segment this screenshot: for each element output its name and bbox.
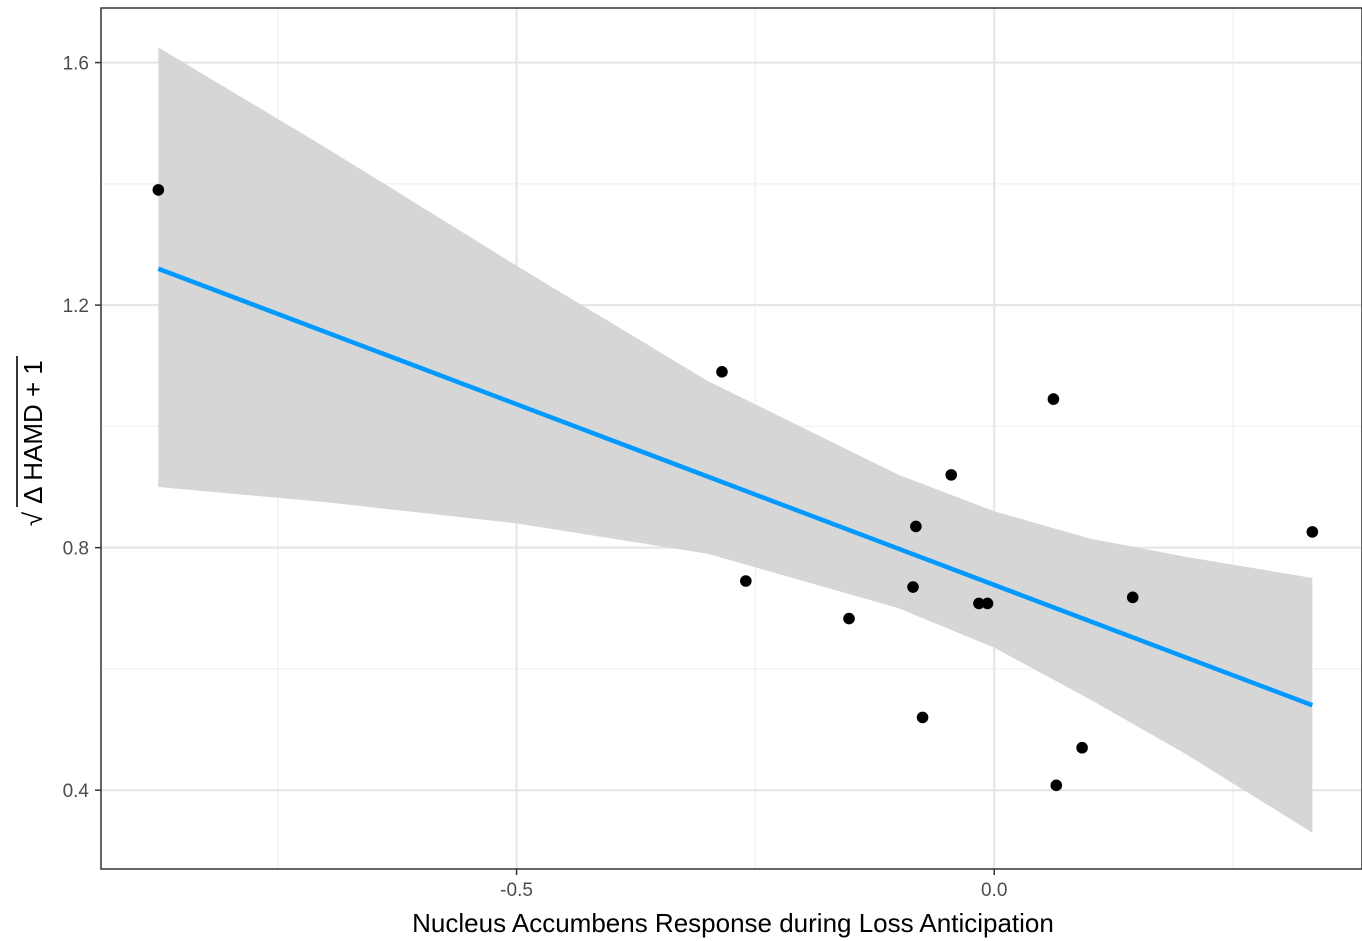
data-point <box>1047 393 1060 405</box>
panel-border <box>100 7 1362 870</box>
data-point <box>981 597 994 610</box>
tick-layer: -0.5 0.0 0.4 0.8 1.2 1.6 <box>63 54 1008 901</box>
data-point <box>1306 526 1319 538</box>
data-points-layer <box>152 184 1319 792</box>
regression-line <box>157 266 1314 708</box>
confidence-band-layer <box>158 47 1313 833</box>
data-point <box>1126 591 1139 604</box>
y-tick-label: 0.4 <box>63 781 90 802</box>
data-point <box>973 597 985 610</box>
y-axis-title-expression: Δ HAMD + 1 <box>18 360 48 504</box>
confidence-band <box>158 47 1313 833</box>
data-point <box>907 581 919 593</box>
data-point <box>152 184 165 196</box>
data-point <box>910 520 922 533</box>
y-tick-label: 1.6 <box>63 54 89 75</box>
y-tick-label: 0.8 <box>63 539 89 560</box>
data-point <box>916 711 929 724</box>
data-point <box>1050 779 1063 792</box>
x-tick-label: 0.0 <box>981 880 1007 901</box>
data-point <box>1076 741 1088 754</box>
y-axis-title-root-symbol: √ <box>18 511 48 526</box>
data-point <box>716 366 728 378</box>
fit-line-layer <box>157 266 1314 708</box>
y-axis-title: √ Δ HAMD + 1 <box>16 356 48 526</box>
x-axis-title: Nucleus Accumbens Response during Loss A… <box>412 908 1054 938</box>
data-point <box>740 575 752 587</box>
data-point <box>945 469 958 481</box>
x-tick-label: -0.5 <box>500 880 533 901</box>
data-point <box>843 612 855 625</box>
y-tick-label: 1.2 <box>63 296 89 317</box>
